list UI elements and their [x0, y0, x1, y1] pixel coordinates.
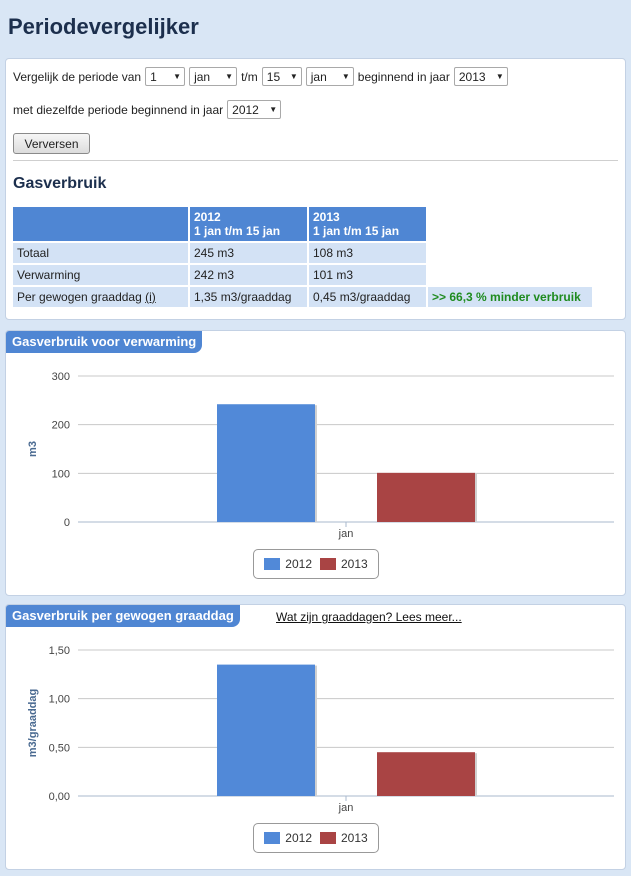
row-label: Totaal [13, 243, 188, 263]
header-year: 2013 [313, 210, 340, 224]
bar-2013 [377, 472, 475, 522]
chevron-down-icon: ▼ [269, 105, 278, 114]
chevron-down-icon: ▼ [225, 72, 234, 81]
legend-label: 2012 [285, 831, 312, 845]
divider [13, 160, 618, 161]
until-label: t/m [241, 69, 258, 84]
gas-usage-table: 2012 1 jan t/m 15 jan 2013 1 jan t/m 15 ja… [11, 205, 594, 309]
degree-day-chart-panel: Gasverbruik per gewogen graaddag Wat zij… [5, 604, 626, 870]
period-form-panel: Vergelijk de periode van 1 ▼ jan ▼ t/m 15 ▼… [5, 58, 626, 320]
table-header-row: 2012 1 jan t/m 15 jan 2013 1 jan t/m 15 ja… [13, 207, 592, 241]
year-select[interactable]: 2013 ▼ [453, 67, 508, 86]
table-header-2012: 2012 1 jan t/m 15 jan [190, 207, 307, 241]
legend-swatch [320, 832, 336, 844]
table-row: Verwarming 242 m3 101 m3 [13, 265, 592, 285]
table-header-empty [428, 207, 592, 241]
starting-year-label: beginnend in jaar [357, 69, 450, 84]
heating-chart-panel: Gasverbruik voor verwarming 0 100 200 300 m3… [5, 330, 626, 596]
legend-swatch [264, 832, 281, 844]
y-tick-label: 0 [64, 517, 70, 529]
y-tick-label: 0,50 [49, 742, 70, 754]
bar-2012 [217, 404, 315, 522]
chevron-down-icon: ▼ [289, 72, 298, 81]
degree-day-chart: 0,00 0,50 1,00 1,50 m3/graaddag jan [27, 645, 614, 814]
y-axis-label: m3/graaddag [27, 689, 39, 757]
x-tick-label: jan [338, 528, 354, 540]
section-title: Gasverbruik [13, 175, 107, 192]
x-tick-label: jan [338, 802, 354, 814]
period-row: Vergelijk de periode van 1 ▼ jan ▼ t/m 15 ▼… [13, 67, 512, 86]
y-tick-label: 1,50 [49, 645, 70, 657]
row-note-empty [428, 265, 592, 285]
bar-2013 [377, 752, 475, 796]
end-month-select[interactable]: jan ▼ [305, 67, 354, 86]
start-month-select[interactable]: jan ▼ [189, 67, 238, 86]
start-day-select[interactable]: 1 ▼ [145, 67, 186, 86]
y-tick-label: 0,00 [49, 791, 70, 803]
end-month-value: jan [310, 69, 327, 84]
legend-item-2012[interactable]: 2012 [264, 557, 312, 571]
legend-item-2012[interactable]: 2012 [264, 831, 312, 845]
row-value-2013: 108 m3 [309, 243, 426, 263]
table-row: Totaal 245 m3 108 m3 [13, 243, 592, 263]
chart-tab-degree-day: Gasverbruik per gewogen graaddag [6, 605, 240, 627]
header-period: 1 jan t/m 15 jan [313, 224, 400, 238]
legend-item-2013[interactable]: 2013 [320, 831, 368, 845]
y-tick-label: 1,00 [49, 694, 70, 706]
row-value-2012: 245 m3 [190, 243, 307, 263]
info-link[interactable]: (i) [145, 290, 156, 304]
y-tick-label: 300 [52, 371, 70, 383]
legend-item-2013[interactable]: 2013 [320, 557, 368, 571]
heating-chart: 0 100 200 300 m3 jan [27, 371, 614, 540]
page-title: Periodevergelijker [8, 14, 199, 39]
refresh-button[interactable]: Verversen [13, 133, 90, 154]
row-label: Verwarming [13, 265, 188, 285]
header-year: 2012 [194, 210, 221, 224]
row-label-cell: Per gewogen graaddag (i) [13, 287, 188, 307]
y-tick-label: 200 [52, 420, 70, 432]
legend-swatch [320, 558, 336, 570]
chart-legend: 2012 2013 [253, 823, 379, 853]
legend-label: 2013 [341, 557, 368, 571]
table-header-blank [13, 207, 188, 241]
row-value-2012: 242 m3 [190, 265, 307, 285]
table-header-2013: 2013 1 jan t/m 15 jan [309, 207, 426, 241]
legend-swatch [264, 558, 281, 570]
year-value: 2013 [458, 69, 486, 84]
chevron-down-icon: ▼ [341, 72, 350, 81]
compare-year-row: met diezelfde periode beginnend in jaar … [13, 100, 285, 119]
row-value-2012: 1,35 m3/graaddag [190, 287, 307, 307]
chevron-down-icon: ▼ [495, 72, 504, 81]
header-period: 1 jan t/m 15 jan [194, 224, 281, 238]
legend-label: 2013 [341, 831, 368, 845]
y-tick-label: 100 [52, 468, 70, 480]
table-row: Per gewogen graaddag (i) 1,35 m3/graadda… [13, 287, 592, 307]
y-axis-label: m3 [27, 441, 39, 457]
compare-year-value: 2012 [232, 102, 259, 117]
chevron-down-icon: ▼ [173, 72, 182, 81]
row-value-2013: 101 m3 [309, 265, 426, 285]
chart-legend: 2012 2013 [253, 549, 379, 579]
end-day-value: 15 [266, 69, 281, 84]
same-period-label: met diezelfde periode beginnend in jaar [13, 102, 224, 117]
compare-year-select[interactable]: 2012 ▼ [227, 100, 282, 119]
savings-note: >> 66,3 % minder verbruik [428, 287, 592, 307]
legend-label: 2012 [285, 557, 312, 571]
row-label: Per gewogen graaddag [17, 290, 142, 304]
row-note-empty [428, 243, 592, 263]
chart-tab-heating: Gasverbruik voor verwarming [6, 331, 203, 353]
bar-2012 [217, 664, 315, 796]
row-value-2013: 0,45 m3/graaddag [309, 287, 426, 307]
end-day-select[interactable]: 15 ▼ [261, 67, 302, 86]
compare-label: Vergelijk de periode van [13, 69, 142, 84]
degree-day-info-link[interactable]: Wat zijn graaddagen? Lees meer... [276, 610, 462, 624]
start-month-value: jan [194, 69, 211, 84]
start-day-value: 1 [150, 69, 157, 84]
